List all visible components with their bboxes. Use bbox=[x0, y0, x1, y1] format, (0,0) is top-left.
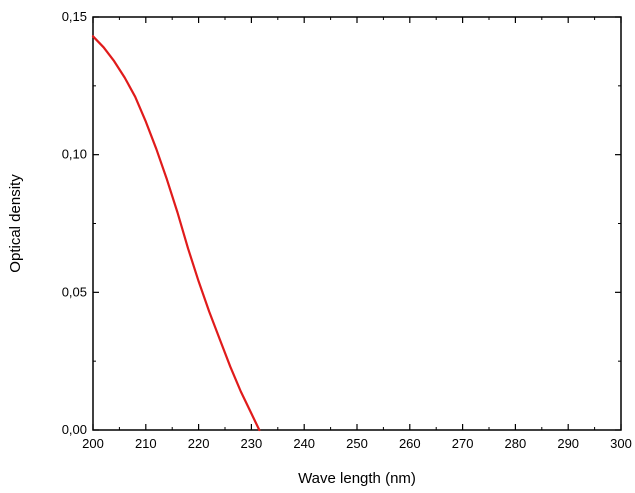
x-tick-label: 300 bbox=[610, 436, 632, 451]
y-tick-label: 0,05 bbox=[62, 284, 87, 299]
y-tick-label: 0,15 bbox=[62, 9, 87, 24]
x-tick-label: 250 bbox=[346, 436, 368, 451]
y-tick-label: 0,00 bbox=[62, 422, 87, 437]
y-axis-title: Optical density bbox=[7, 174, 24, 273]
x-tick-label: 280 bbox=[505, 436, 527, 451]
x-tick-label: 240 bbox=[293, 436, 315, 451]
ticks: 200 210 220 230 240 250 260 270 280 290 300 0,00 0,0… bbox=[62, 9, 632, 451]
x-tick-label: 210 bbox=[135, 436, 157, 451]
series-layer bbox=[91, 35, 261, 432]
x-tick-label: 220 bbox=[188, 436, 210, 451]
x-tick-label: 200 bbox=[82, 436, 104, 451]
series-line bbox=[91, 35, 261, 432]
axes bbox=[92, 16, 622, 431]
x-tick-label: 270 bbox=[452, 436, 474, 451]
plot-frame bbox=[92, 16, 622, 431]
x-tick-label: 290 bbox=[557, 436, 579, 451]
x-tick-label: 230 bbox=[241, 436, 263, 451]
x-axis-title: Wave length (nm) bbox=[298, 470, 416, 487]
x-tick-label: 260 bbox=[399, 436, 421, 451]
y-tick-label: 0,10 bbox=[62, 147, 87, 162]
